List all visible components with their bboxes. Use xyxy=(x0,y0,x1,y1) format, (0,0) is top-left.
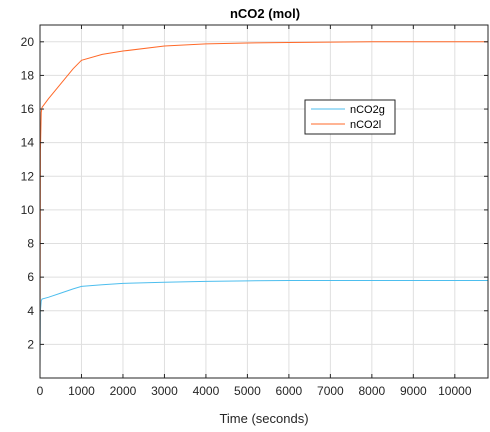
legend-label-ncoo2g: nCO2g xyxy=(350,104,385,116)
y-tick-label: 10 xyxy=(21,203,35,217)
x-axis-label: Time (seconds) xyxy=(219,411,308,426)
chart-title: nCO2 (mol) xyxy=(230,6,300,21)
x-tick-label: 7000 xyxy=(317,384,344,398)
series-line-nco2g xyxy=(39,280,488,370)
series-layer xyxy=(39,41,488,379)
x-tick-label: 6000 xyxy=(276,384,303,398)
legend: nCO2g nCO2l xyxy=(304,99,396,135)
legend-box xyxy=(304,99,396,135)
x-tick-label: 4000 xyxy=(193,384,220,398)
series-line-nco2l xyxy=(39,41,488,379)
x-tick-label: 9000 xyxy=(400,384,427,398)
tick-layer: 0 1000 2000 3000 4000 5000 6000 7000 8000 9000 100… xyxy=(21,25,488,398)
grid-layer xyxy=(39,25,488,378)
y-tick-label: 14 xyxy=(21,136,35,150)
x-tick-label: 5000 xyxy=(234,384,261,398)
legend-label-ncoo2l: nCO2l xyxy=(350,119,381,131)
x-tick-label: 1000 xyxy=(68,384,95,398)
y-tick-label: 12 xyxy=(21,169,35,183)
x-tick-label: 2000 xyxy=(110,384,137,398)
x-tick-label: 8000 xyxy=(359,384,386,398)
y-tick-label: 2 xyxy=(27,337,34,351)
y-tick-label: 8 xyxy=(27,237,34,251)
x-tick-label: 10000 xyxy=(438,384,472,398)
y-tick-label: 18 xyxy=(21,68,35,82)
y-tick-label: 16 xyxy=(21,102,35,116)
y-tick-label: 6 xyxy=(27,270,34,284)
plot-frame xyxy=(39,24,489,379)
x-tick-label: 0 xyxy=(37,384,44,398)
x-tick-label: 3000 xyxy=(151,384,178,398)
y-tick-label: 20 xyxy=(21,35,35,49)
y-tick-label: 4 xyxy=(27,304,34,318)
